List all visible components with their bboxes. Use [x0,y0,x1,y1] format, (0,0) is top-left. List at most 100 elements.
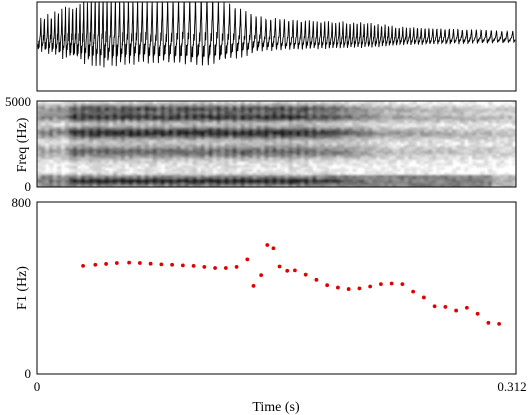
spectrogram-cell [416,119,421,122]
spectrogram-cell [144,121,150,124]
spectrogram-cell [84,137,90,140]
spectrogram-cell [472,179,477,182]
spectrogram-cell [240,123,246,126]
spectrogram-cell [296,157,302,160]
spectrogram-cell [40,179,46,182]
spectrogram-cell [68,147,74,150]
spectrogram-cell [220,143,226,146]
spectrogram-cell [312,137,318,140]
spectrogram-cell [96,115,102,118]
spectrogram-cell [352,169,357,172]
spectrogram-cell [100,115,106,118]
spectrogram-cell [504,115,509,118]
spectrogram-cell [296,167,302,170]
spectrogram-cell [420,149,425,152]
spectrogram-cell [320,173,325,176]
spectrogram-cell [260,109,266,112]
spectrogram-cell [92,153,98,156]
spectrogram-cell [220,101,226,104]
spectrogram-cell [444,173,449,176]
spectrogram-cell [456,109,461,112]
spectrogram-cell [252,131,258,134]
spectrogram-cell [328,179,333,182]
spectrogram-cell [56,115,62,118]
spectrogram-cell [416,125,421,128]
spectrogram-cell [504,111,509,114]
spectrogram-cell [248,169,254,172]
spectrogram-cell [232,161,238,164]
spectrogram-cell [484,175,489,178]
spectrogram-cell [60,181,66,184]
spectrogram-cell [68,101,74,104]
spectrogram-cell [504,119,509,122]
spectrogram-cell [208,149,214,152]
spectrogram-cell [208,151,214,154]
spectrogram-cell [512,121,516,124]
spectrogram-cell [424,137,429,140]
spectrogram-cell [160,157,166,160]
spectrogram-cell [248,123,254,126]
spectrogram-cell [40,151,46,154]
spectrogram-cell [104,145,110,148]
spectrogram-cell [508,109,513,112]
spectrogram-cell [428,107,433,110]
spectrogram-cell [400,175,405,178]
spectrogram-cell [408,145,413,148]
spectrogram-cell [464,111,469,114]
spectrogram-cell [68,153,74,156]
spectrogram-cell [96,101,102,104]
spectrogram-cell [328,145,333,148]
spectrogram-cell [244,183,250,186]
spectrogram-cell [152,119,158,122]
spectrogram-cell [256,117,262,120]
spectrogram-cell [380,143,385,146]
spectrogram-cell [64,113,70,116]
spectrogram-cell [37,105,42,108]
spectrogram-cell [368,115,373,118]
spectrogram-cell [156,133,162,136]
spectrogram-cell [316,121,322,124]
f1-point [285,268,290,273]
spectrogram-cell [40,115,46,118]
spectrogram-cell [388,139,393,142]
spectrogram-cell [420,109,425,112]
spectrogram-cell [52,135,58,138]
spectrogram-cell [484,129,489,132]
spectrogram-cell [448,127,453,130]
spectrogram-cell [428,137,433,140]
spectrogram-cell [332,105,337,108]
spectrogram-cell [352,117,357,120]
spectrogram-cell [232,127,238,130]
spectrogram-cell [56,129,62,132]
spectrogram-cell [336,101,341,104]
spectrogram-cell [216,133,222,136]
spectrogram-cell [204,157,210,160]
spectrogram-cell [52,179,58,182]
spectrogram-cell [348,153,353,156]
spectrogram-cell [372,183,377,186]
spectrogram-cell [216,163,222,166]
spectrogram-cell [144,173,150,176]
spectrogram-cell [180,175,186,178]
spectrogram-cell [48,129,54,132]
spectrogram-cell [416,185,421,187]
spectrogram-cell [476,113,481,116]
spectrogram-cell [76,175,82,178]
spectrogram-cell [368,141,373,144]
spectrogram-cell [444,157,449,160]
spectrogram-cell [164,179,170,182]
spectrogram-cell [196,159,202,162]
spectrogram-cell [256,123,262,126]
spectrogram-cell [204,183,210,186]
spectrogram-cell [136,133,142,136]
spectrogram-cell [404,183,409,186]
spectrogram-cell [452,107,457,110]
spectrogram-cell [476,119,481,122]
spectrogram-cell [132,163,138,166]
spectrogram-cell [348,131,353,134]
spectrogram-cell [512,109,516,112]
spectrogram-cell [500,115,505,118]
spectrogram-cell [360,133,365,136]
spectrogram-cell [376,139,381,142]
spectrogram-cell [420,121,425,124]
